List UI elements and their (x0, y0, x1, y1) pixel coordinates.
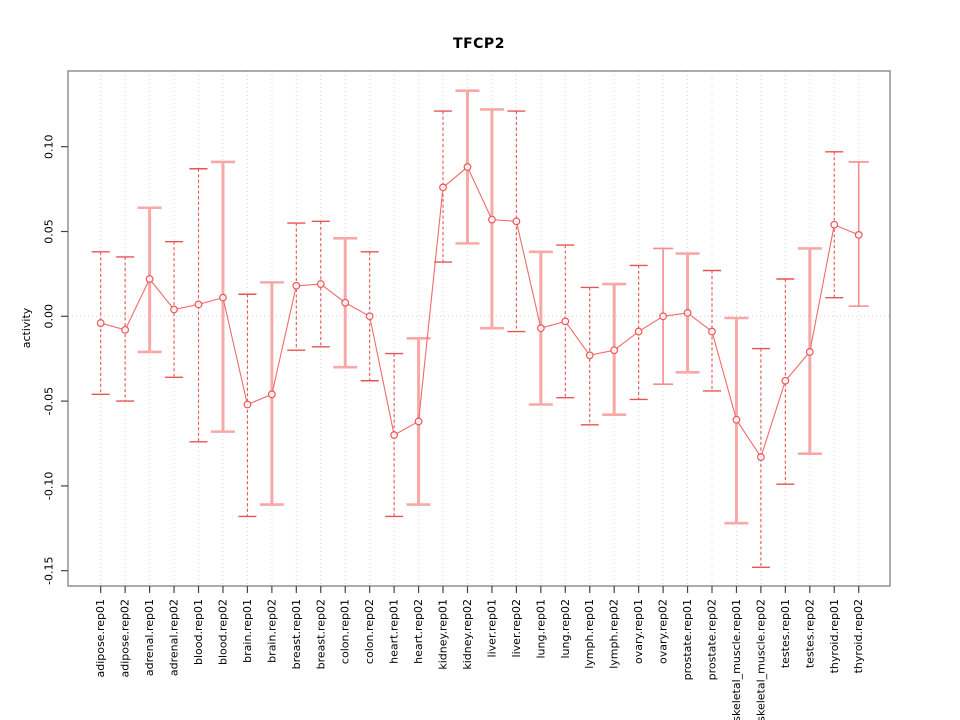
data-point-prostate.rep01 (683, 309, 692, 317)
y-tick-label: -0.15 (43, 556, 56, 584)
data-point-adipose.rep01 (96, 319, 105, 327)
plot-box (67, 70, 891, 587)
data-point-adipose.rep02 (121, 325, 130, 334)
x-tick-label: ovary.rep02 (657, 599, 670, 664)
x-tick-label: lymph.rep01 (583, 599, 596, 669)
x-tick-label: kidney.rep02 (461, 599, 474, 670)
x-tick-label: ovary.rep01 (632, 599, 645, 664)
x-tick-label: adrenal.rep02 (168, 599, 181, 676)
x-tick-label: thyroid.rep01 (828, 599, 841, 673)
x-tick-label: heart.rep02 (412, 599, 425, 664)
data-point-ovary.rep01 (634, 327, 643, 336)
data-point-skeletal_muscle.rep01 (732, 415, 741, 424)
x-tick-label: skeletal_muscle.rep01 (730, 599, 743, 720)
data-point-blood.rep02 (219, 293, 227, 302)
data-point-colon.rep02 (365, 312, 374, 321)
data-point-lung.rep02 (561, 317, 570, 326)
x-tick-label: prostate.rep01 (681, 599, 694, 680)
x-tick-label: breast.rep02 (314, 599, 327, 669)
series-line (100, 166, 859, 459)
data-point-heart.rep01 (390, 431, 399, 439)
data-point-skeletal_muscle.rep02 (757, 453, 765, 461)
data-point-kidney.rep01 (439, 183, 447, 192)
x-tick-label: skeletal_muscle.rep02 (754, 599, 767, 720)
data-point-adrenal.rep01 (145, 275, 154, 283)
x-tick-label: adipose.rep02 (119, 599, 132, 678)
data-point-thyroid.rep02 (854, 230, 863, 239)
x-tick-label: breast.rep01 (290, 599, 303, 669)
data-point-ovary.rep02 (659, 312, 667, 321)
data-point-blood.rep01 (194, 300, 203, 309)
y-tick-label: -0.05 (43, 387, 56, 415)
chart-title: TFCP2 (453, 36, 505, 52)
x-tick-label: brain.rep01 (241, 599, 254, 663)
y-tick-label: 0.10 (43, 134, 56, 159)
x-tick-label: adrenal.rep01 (143, 599, 156, 676)
data-point-prostate.rep02 (708, 327, 716, 336)
data-point-colon.rep01 (341, 298, 350, 307)
x-tick-label: heart.rep01 (388, 599, 401, 664)
x-tick-label: blood.rep01 (192, 599, 205, 665)
data-point-testes.rep02 (805, 348, 814, 356)
y-tick-label: -0.10 (43, 472, 56, 500)
data-point-kidney.rep02 (463, 163, 472, 171)
data-point-lymph.rep01 (585, 351, 594, 360)
data-point-breast.rep02 (316, 280, 325, 288)
data-point-adrenal.rep02 (170, 305, 178, 314)
x-tick-label: lung.rep02 (559, 599, 572, 659)
data-point-lymph.rep02 (610, 346, 619, 355)
x-tick-label: liver.rep01 (485, 599, 498, 657)
x-tick-label: testes.rep01 (779, 599, 792, 668)
data-point-thyroid.rep01 (830, 220, 839, 229)
x-tick-label: thyroid.rep02 (852, 599, 865, 673)
x-tick-label: prostate.rep02 (706, 599, 719, 680)
x-tick-label: blood.rep02 (216, 599, 229, 665)
y-tick-label: 0.00 (43, 304, 56, 329)
x-tick-label: adipose.rep01 (94, 599, 107, 678)
data-point-heart.rep02 (414, 417, 423, 426)
x-tick-label: brain.rep02 (265, 599, 278, 663)
data-point-lung.rep01 (536, 324, 545, 333)
data-point-brain.rep02 (267, 390, 276, 399)
x-tick-label: lung.rep01 (534, 599, 547, 659)
y-tick-label: 0.05 (43, 219, 56, 244)
data-point-liver.rep01 (488, 215, 496, 224)
x-tick-label: kidney.rep01 (437, 599, 450, 670)
x-tick-label: colon.rep01 (339, 599, 352, 664)
x-tick-label: lymph.rep02 (608, 599, 621, 669)
data-point-breast.rep01 (292, 281, 301, 290)
x-tick-label: testes.rep02 (803, 599, 816, 668)
data-point-brain.rep01 (243, 400, 252, 409)
data-point-testes.rep01 (781, 376, 790, 385)
x-tick-label: liver.rep02 (510, 599, 523, 657)
data-point-liver.rep02 (512, 217, 521, 226)
x-tick-label: colon.rep02 (363, 599, 376, 664)
